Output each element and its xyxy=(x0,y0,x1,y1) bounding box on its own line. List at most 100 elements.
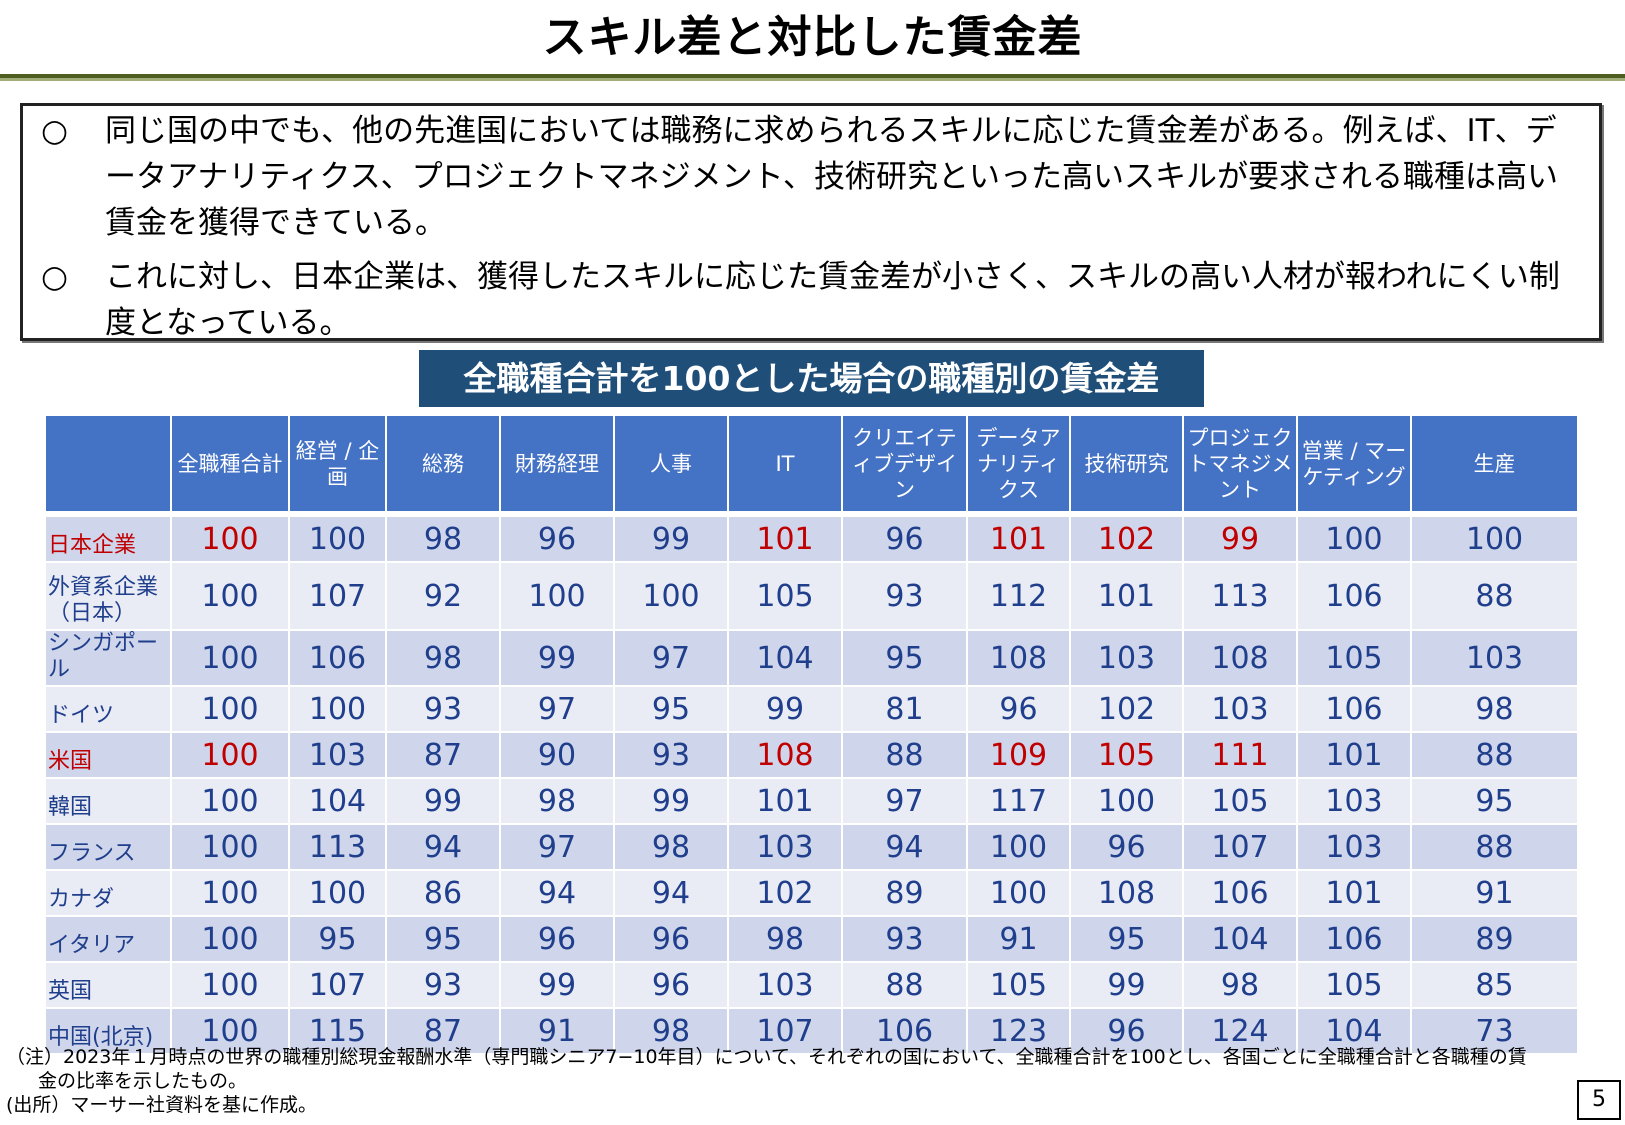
table-cell: 100 xyxy=(1410,513,1579,563)
table-cell: 100 xyxy=(499,561,615,631)
table-cell: 97 xyxy=(613,629,729,687)
table-row: シンガポール 100 106 98 99 97 104 95 108 103 108 105 103 xyxy=(44,629,1579,687)
table-cell: 96 xyxy=(499,513,615,563)
table-cell: 107 xyxy=(288,961,387,1009)
bullet-circle-icon: ○ xyxy=(41,113,69,149)
table-cell: 106 xyxy=(1296,561,1412,631)
row-label: 外資系企業（日本） xyxy=(44,561,172,631)
table-cell: 93 xyxy=(841,915,968,963)
table-cell: 103 xyxy=(1182,685,1298,733)
table-cell: 100 xyxy=(170,777,290,825)
table-cell: 113 xyxy=(288,823,387,871)
table-cell: 103 xyxy=(288,731,387,779)
row-label: 韓国 xyxy=(44,777,172,825)
table-cell: 103 xyxy=(727,823,843,871)
table-row: 中国(北京) 100 115 87 91 98 107 106 123 96 124 104 73 xyxy=(44,1007,1579,1055)
row-label: 英国 xyxy=(44,961,172,1009)
table-cell: 91 xyxy=(966,915,1071,963)
summary-box: ○ 同じ国の中でも、他の先進国においては職務に求められるスキルに応じた賃金差があ… xyxy=(20,103,1602,341)
table-cell: 103 xyxy=(1296,823,1412,871)
table-cell: 97 xyxy=(499,685,615,733)
table-cell: 99 xyxy=(613,513,729,563)
table-cell: 98 xyxy=(1410,685,1579,733)
table-row: ドイツ 100 100 93 97 95 99 81 96 102 103 106 98 xyxy=(44,685,1579,733)
table-cell: 100 xyxy=(170,915,290,963)
table-cell: 105 xyxy=(1296,961,1412,1009)
table-cell: 91 xyxy=(499,1007,615,1055)
table-cell: 93 xyxy=(385,685,501,733)
column-header: クリエイティブデザイン xyxy=(841,416,968,517)
table-cell: 106 xyxy=(1296,685,1412,733)
column-header: 技術研究 xyxy=(1069,416,1184,517)
table-cell: 88 xyxy=(1410,731,1579,779)
table-cell: 103 xyxy=(727,961,843,1009)
table-cell: 109 xyxy=(966,731,1071,779)
column-header: 財務経理 xyxy=(499,416,615,517)
table-cell: 100 xyxy=(966,869,1071,917)
table-cell: 105 xyxy=(1069,731,1184,779)
table-header-row: 全職種合計 経営 / 企画 総務 財務経理 人事 IT クリエイティブデザイン データアナリテ… xyxy=(44,416,1579,517)
table-row: イタリア 100 95 95 96 96 98 93 91 95 104 106 89 xyxy=(44,915,1579,963)
table-cell: 88 xyxy=(1410,561,1579,631)
table-cell: 100 xyxy=(288,513,387,563)
table-cell: 105 xyxy=(1296,629,1412,687)
column-header: 全職種合計 xyxy=(170,416,290,517)
table-cell: 100 xyxy=(288,869,387,917)
note-text: （注）2023年１月時点の世界の職種別総現金報酬水準（専門職シニア7−10年目）… xyxy=(6,1046,1527,1068)
table-cell: 98 xyxy=(613,1007,729,1055)
summary-bullet-1: ○ 同じ国の中でも、他の先進国においては職務に求められるスキルに応じた賃金差があ… xyxy=(41,108,1585,246)
table-cell: 99 xyxy=(499,629,615,687)
table-cell: 100 xyxy=(170,961,290,1009)
table-cell: 103 xyxy=(1296,777,1412,825)
table-cell: 98 xyxy=(1182,961,1298,1009)
table-cell: 97 xyxy=(841,777,968,825)
column-header: 総務 xyxy=(385,416,501,517)
table-row: カナダ 100 100 86 94 94 102 89 100 108 106 101 91 xyxy=(44,869,1579,917)
table-cell: 100 xyxy=(966,823,1071,871)
table-cell: 96 xyxy=(1069,823,1184,871)
table-cell: 108 xyxy=(966,629,1071,687)
table-cell: 106 xyxy=(288,629,387,687)
table-cell: 90 xyxy=(499,731,615,779)
table-cell: 98 xyxy=(385,629,501,687)
table-row: 韓国 100 104 99 98 99 101 97 117 100 105 103 95 xyxy=(44,777,1579,825)
footnotes: （注）2023年１月時点の世界の職種別総現金報酬水準（専門職シニア7−10年目）… xyxy=(6,1045,1586,1117)
page-title: スキル差と対比した賃金差 xyxy=(542,12,1083,63)
table-cell: 100 xyxy=(1069,777,1184,825)
table-cell: 94 xyxy=(385,823,501,871)
table-cell: 105 xyxy=(966,961,1071,1009)
table-cell: 100 xyxy=(170,731,290,779)
table-cell: 105 xyxy=(727,561,843,631)
table-cell: 107 xyxy=(288,561,387,631)
table-row: 外資系企業（日本） 100 107 92 100 100 105 93 112 101 113 106… xyxy=(44,561,1579,631)
table-cell: 98 xyxy=(613,823,729,871)
summary-bullet-2: ○ これに対し、日本企業は、獲得したスキルに応じた賃金差が小さく、スキルの高い人… xyxy=(41,254,1585,346)
row-label: フランス xyxy=(44,823,172,871)
row-label: 日本企業 xyxy=(44,513,172,563)
table-cell: 106 xyxy=(1182,869,1298,917)
table-cell: 96 xyxy=(1069,1007,1184,1055)
table-cell: 112 xyxy=(966,561,1071,631)
table-cell: 100 xyxy=(170,629,290,687)
table-cell: 103 xyxy=(1069,629,1184,687)
table-cell: 98 xyxy=(385,513,501,563)
table-cell: 103 xyxy=(1410,629,1579,687)
column-header: IT xyxy=(727,416,843,517)
column-header: 営業 / マーケティング xyxy=(1296,416,1412,517)
column-header: データアナリティクス xyxy=(966,416,1071,517)
table-cell: 101 xyxy=(727,513,843,563)
column-header: 経営 / 企画 xyxy=(288,416,387,517)
table-cell: 81 xyxy=(841,685,968,733)
table-cell: 107 xyxy=(1182,823,1298,871)
table-row: 米国 100 103 87 90 93 108 88 109 105 111 101 88 xyxy=(44,731,1579,779)
table-cell: 111 xyxy=(1182,731,1298,779)
table-cell: 96 xyxy=(841,513,968,563)
source-note: (出所）マーサー社資料を基に作成。 xyxy=(6,1094,318,1116)
row-label: 米国 xyxy=(44,731,172,779)
table-cell: 99 xyxy=(385,777,501,825)
table-cell: 100 xyxy=(170,869,290,917)
table-cell: 94 xyxy=(841,823,968,871)
table-cell: 108 xyxy=(1069,869,1184,917)
table-cell: 91 xyxy=(1410,869,1579,917)
row-label: イタリア xyxy=(44,915,172,963)
